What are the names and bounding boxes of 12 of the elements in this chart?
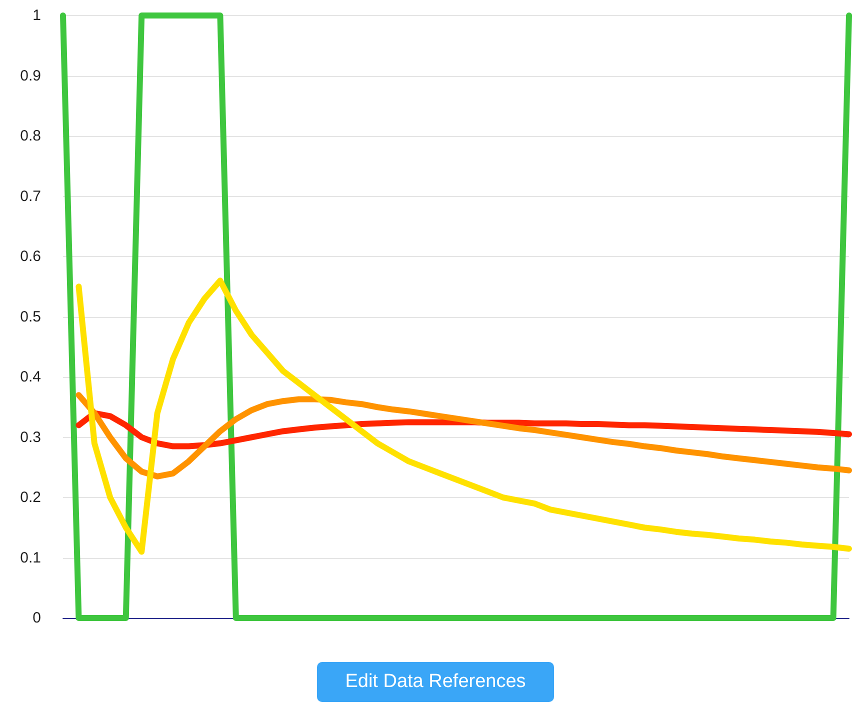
y-tick-label: 0.6	[20, 248, 41, 265]
y-tick-label: 0	[32, 610, 41, 626]
y-tick-label: 0.4	[20, 368, 41, 386]
y-tick-label: 0.7	[20, 188, 41, 205]
y-tick-label: 0.9	[20, 67, 41, 84]
y-tick-label: 0.1	[20, 549, 41, 566]
y-tick-label: 0.2	[20, 489, 41, 506]
y-tick-label: 0.5	[20, 308, 41, 326]
y-tick-label: 0.8	[20, 128, 41, 144]
y-tick-label: 0.3	[20, 428, 41, 446]
text: Edit Data References	[317, 662, 554, 702]
y-tick-label: 1	[32, 7, 41, 24]
